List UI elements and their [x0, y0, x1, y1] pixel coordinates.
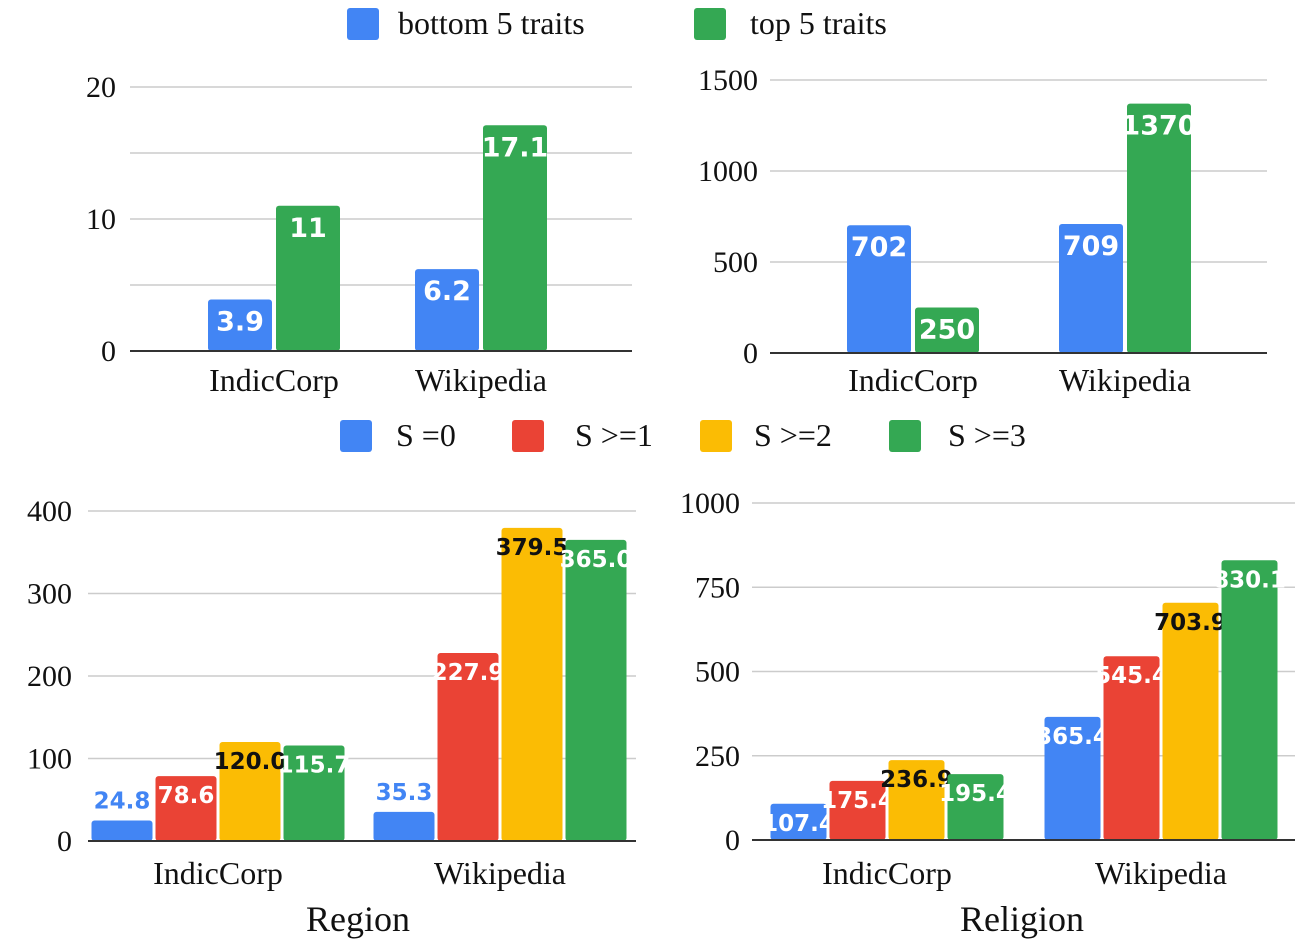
data-label-indiccorp-top-5-traits: 250 — [919, 315, 975, 346]
data-label-wikipedia-top-5-traits: 17.1 — [482, 132, 549, 163]
data-label-wikipedia-bottom-5-traits: 6.2 — [423, 276, 471, 307]
bar-wikipedia-top-5-traits — [483, 125, 547, 351]
bar-wikipedia-s-1 — [1103, 656, 1160, 840]
chart-top-right: 0 500 1000 1500 702 250 IndicCorp 709 1370 Wikipe… — [698, 64, 1267, 398]
y-tick-label: 0 — [101, 335, 116, 368]
y-tick-label: 400 — [27, 495, 72, 528]
legend-label-s-0: S =0 — [396, 417, 456, 453]
bar-wikipedia-s-3 — [1221, 560, 1278, 840]
data-label-indiccorp-s-1: 78.6 — [158, 783, 215, 809]
legend-swatch-s-2 — [700, 420, 732, 452]
data-label-wikipedia-s-3: 830.1 — [1213, 567, 1286, 593]
chart-top-left: 0 10 20 3.9 11 IndicCorp 6.2 17.1 Wikipedia — [86, 71, 632, 398]
legend-bottom: S =0 S >=1 S >=2 S >=3 — [340, 417, 1026, 453]
bar-wikipedia-s-0 — [373, 811, 435, 841]
data-label-wikipedia-bottom-5-traits: 709 — [1063, 231, 1119, 262]
data-label-indiccorp-s-1: 175.4 — [821, 788, 894, 814]
data-label-indiccorp-bottom-5-traits: 3.9 — [216, 307, 264, 338]
bar-wikipedia-bottom-5-traits — [1059, 223, 1123, 353]
legend-swatch-bottom-5-traits — [347, 8, 379, 40]
category-label-indiccorp: IndicCorp — [209, 362, 339, 398]
bar-indiccorp-s-1 — [829, 780, 886, 840]
data-label-wikipedia-s-0: 365.4 — [1036, 724, 1109, 750]
bar-indiccorp-s-3 — [947, 774, 1004, 840]
data-label-indiccorp-s-0: 107.4 — [762, 811, 835, 837]
y-tick-label: 20 — [86, 71, 116, 104]
data-label-indiccorp-s-3: 195.4 — [939, 781, 1012, 807]
category-label-wikipedia: Wikipedia — [415, 362, 547, 398]
y-tick-label: 250 — [695, 740, 740, 773]
bar-indiccorp-s-3 — [283, 745, 345, 841]
data-label-indiccorp-s-3: 115.7 — [278, 753, 351, 779]
bar-wikipedia-s-1 — [437, 652, 499, 841]
data-label-indiccorp-s-2: 236.9 — [880, 767, 953, 793]
data-label-wikipedia-s-0: 35.3 — [376, 780, 433, 806]
chart-caption-religion: Religion — [960, 899, 1084, 939]
chart-caption-region: Region — [306, 899, 410, 939]
y-tick-label: 500 — [713, 246, 758, 279]
y-tick-label: 0 — [57, 825, 72, 858]
data-label-wikipedia-s-1: 545.4 — [1095, 663, 1168, 689]
bar-wikipedia-s-2 — [501, 527, 563, 841]
data-label-indiccorp-s-0: 24.8 — [94, 789, 151, 815]
legend-label-s-3: S >=3 — [948, 417, 1026, 453]
data-label-indiccorp-bottom-5-traits: 702 — [851, 232, 907, 263]
bar-indiccorp-top-5-traits — [915, 307, 979, 353]
y-tick-label: 0 — [743, 337, 758, 370]
y-tick-label: 1000 — [698, 155, 758, 188]
data-label-indiccorp-s-2: 120.0 — [214, 749, 287, 775]
data-label-indiccorp-top-5-traits: 11 — [289, 213, 327, 244]
category-label-indiccorp: IndicCorp — [848, 362, 978, 398]
bar-indiccorp-s-0 — [770, 803, 827, 840]
bar-wikipedia-s-2 — [1162, 602, 1219, 840]
legend-swatch-s-1 — [512, 420, 544, 452]
category-label-wikipedia: Wikipedia — [1095, 855, 1227, 891]
legend-label-s-1: S >=1 — [575, 417, 653, 453]
legend-label-s-2: S >=2 — [754, 417, 832, 453]
bar-indiccorp-s-2 — [219, 742, 281, 841]
bar-wikipedia-bottom-5-traits — [415, 269, 479, 351]
y-tick-label: 750 — [695, 571, 740, 604]
bar-indiccorp-s-2 — [888, 760, 945, 840]
bar-wikipedia-s-0 — [1044, 716, 1101, 840]
category-label-wikipedia: Wikipedia — [434, 855, 566, 891]
bar-wikipedia-s-3 — [565, 539, 627, 841]
legend-label-top-5-traits: top 5 traits — [750, 5, 887, 41]
bar-indiccorp-s-0 — [91, 820, 153, 841]
y-tick-label: 0 — [725, 824, 740, 857]
category-label-indiccorp: IndicCorp — [153, 855, 283, 891]
legend-swatch-s-0 — [340, 420, 372, 452]
data-label-wikipedia-s-2: 379.5 — [496, 535, 569, 561]
legend-label-bottom-5-traits: bottom 5 traits — [398, 5, 585, 41]
y-tick-label: 300 — [27, 578, 72, 611]
legend-swatch-s-3 — [889, 420, 921, 452]
data-label-wikipedia-s-3: 365.0 — [560, 547, 633, 573]
y-tick-label: 100 — [27, 743, 72, 776]
data-label-wikipedia-top-5-traits: 1370 — [1121, 111, 1196, 142]
bar-indiccorp-bottom-5-traits — [208, 299, 272, 351]
legend-top: bottom 5 traits top 5 traits — [347, 5, 887, 41]
y-tick-label: 10 — [86, 203, 116, 236]
y-tick-label: 200 — [27, 660, 72, 693]
data-label-wikipedia-s-1: 227.9 — [432, 660, 505, 686]
category-label-indiccorp: IndicCorp — [822, 855, 952, 891]
bar-indiccorp-bottom-5-traits — [847, 225, 911, 353]
bar-indiccorp-top-5-traits — [276, 205, 340, 351]
bar-wikipedia-top-5-traits — [1127, 103, 1191, 353]
legend-swatch-top-5-traits — [694, 8, 726, 40]
y-tick-label: 500 — [695, 656, 740, 689]
bar-indiccorp-s-1 — [155, 776, 217, 841]
data-label-wikipedia-s-2: 703.9 — [1154, 610, 1227, 636]
y-tick-label: 1000 — [680, 487, 740, 520]
y-tick-label: 1500 — [698, 64, 758, 97]
category-label-wikipedia: Wikipedia — [1059, 362, 1191, 398]
